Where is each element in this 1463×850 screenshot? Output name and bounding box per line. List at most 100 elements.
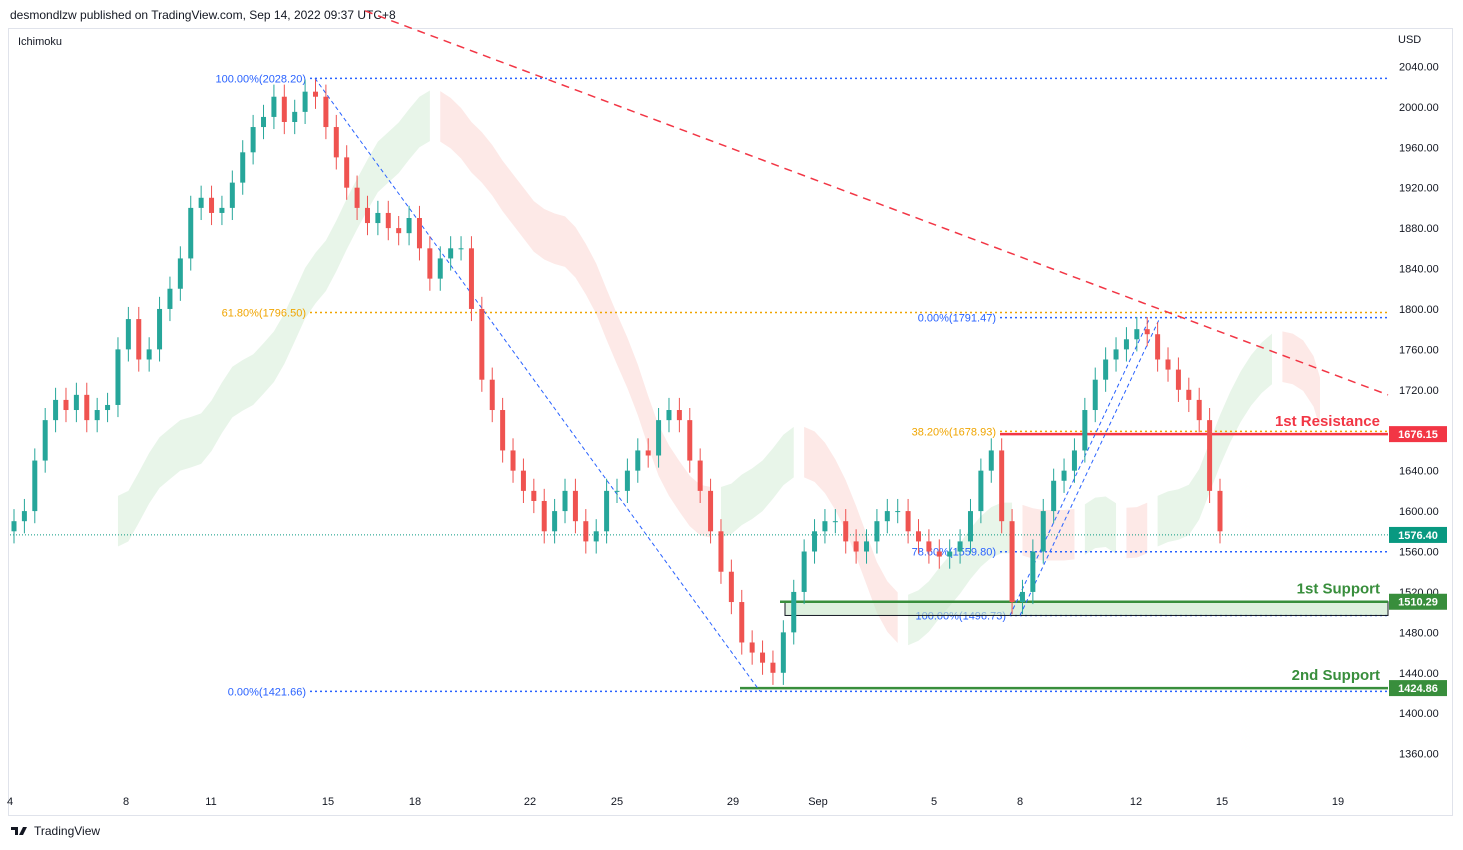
candle-body: [385, 212, 391, 229]
candle-body: [240, 152, 246, 183]
cloud-segment: [720, 426, 794, 538]
candle-body: [749, 642, 755, 653]
x-tick-label: 5: [931, 796, 937, 808]
candle-body: [1030, 551, 1036, 592]
cloud-segment: [1084, 496, 1117, 555]
zone-label: 1st Resistance: [1275, 413, 1380, 430]
candles: [11, 79, 1223, 685]
trendlines: [314, 10, 1389, 692]
footer-brand-text: TradingView: [34, 824, 101, 838]
candle-body: [604, 490, 610, 532]
candle-body: [988, 450, 994, 471]
candle-body: [666, 410, 672, 421]
candle-body: [895, 511, 901, 513]
resistance-trendline: [364, 10, 1389, 396]
candle-body: [510, 450, 516, 471]
candle-body: [1092, 379, 1098, 411]
price-tag-text: 1510.29: [1398, 597, 1438, 609]
candle-body: [1175, 369, 1181, 390]
cloud-segment: [117, 90, 430, 547]
fib-level-label: 78.60%(1559.80): [912, 547, 996, 559]
candle-body: [11, 521, 17, 532]
y-tick-label: 1760.00: [1399, 344, 1439, 356]
x-tick-label: 8: [1017, 796, 1023, 808]
candle-body: [313, 91, 318, 97]
x-tick-label: 29: [727, 796, 739, 808]
x-tick-label: 12: [1130, 796, 1142, 808]
candle-body: [822, 521, 828, 532]
candle-body: [198, 197, 204, 208]
last-price-tag-text: 1576.40: [1398, 530, 1438, 542]
y-tick-label: 1480.00: [1399, 627, 1439, 639]
candle-body: [656, 420, 662, 456]
last-price-tag-bg: [1389, 526, 1447, 543]
candle-body: [375, 212, 381, 224]
candle-body: [1103, 359, 1109, 380]
candle-body: [479, 308, 485, 380]
x-tick-label: Sep: [808, 796, 828, 808]
candle-body: [1082, 410, 1088, 451]
candle-body: [978, 470, 984, 512]
candle-body: [21, 511, 27, 522]
ichimoku-cloud: [117, 90, 1320, 646]
candle-body: [42, 420, 48, 461]
candle-body: [188, 207, 194, 259]
candle-body: [323, 96, 329, 128]
price-tags: 1676.15 1510.29 1424.86 1576.40: [1389, 426, 1447, 697]
candle-body: [489, 379, 495, 411]
y-tick-label: 1560.00: [1399, 547, 1439, 559]
cloud-segment: [440, 91, 711, 538]
candle-body: [94, 410, 100, 421]
fib-level-label: 100.00%(2028.20): [215, 73, 306, 85]
candle-body: [1051, 480, 1057, 512]
candle-body: [448, 248, 454, 259]
candle-body: [209, 197, 215, 213]
fib-drawing-line: [1009, 317, 1151, 616]
candle-body: [458, 248, 464, 250]
candle-body: [364, 207, 370, 224]
candle-body: [957, 541, 963, 552]
zone-label: 1st Support: [1297, 581, 1380, 598]
x-tick-label: 22: [524, 796, 536, 808]
candle-body: [999, 450, 1005, 522]
candle-body: [864, 541, 870, 552]
currency-label: USD: [1398, 34, 1422, 46]
fib-drawing-line: [314, 78, 761, 692]
candle-body: [105, 404, 111, 411]
candle-body: [32, 460, 38, 512]
candle-body: [531, 490, 537, 501]
x-tick-label: 19: [1332, 796, 1344, 808]
price-tag-text: 1424.86: [1398, 683, 1438, 695]
x-tick-label: 11: [205, 796, 216, 808]
candle-body: [645, 450, 651, 456]
candle-body: [926, 541, 932, 552]
footer-brand: TradingView: [10, 824, 100, 838]
candle-body: [1009, 521, 1015, 603]
candle-body: [936, 551, 942, 557]
indicator-label[interactable]: Ichimoku: [18, 36, 63, 48]
zone-label: 2nd Support: [1292, 667, 1380, 684]
candle-body: [708, 490, 714, 532]
candle-body: [739, 602, 745, 643]
candle-body: [354, 187, 360, 208]
price-tag-text: 1676.15: [1398, 429, 1438, 441]
candle-body: [697, 460, 703, 491]
candle-body: [500, 410, 506, 451]
candle-body: [84, 394, 90, 421]
candle-body: [520, 470, 526, 491]
fib-drawing-line: [1019, 317, 1161, 616]
fib-level-label: 61.80%(1796.50): [222, 307, 306, 319]
candle-body: [261, 116, 267, 128]
candle-body: [281, 96, 287, 122]
candle-body: [53, 399, 59, 421]
y-tick-label: 1600.00: [1399, 506, 1439, 518]
candle-body: [853, 541, 859, 552]
price-tag-bg: [1389, 680, 1447, 697]
candle-body: [1217, 490, 1223, 532]
candle-body: [125, 319, 131, 350]
candle-body: [1113, 349, 1119, 360]
candle-body: [780, 632, 786, 673]
candle-body: [1165, 359, 1171, 370]
candle-body: [292, 111, 298, 122]
